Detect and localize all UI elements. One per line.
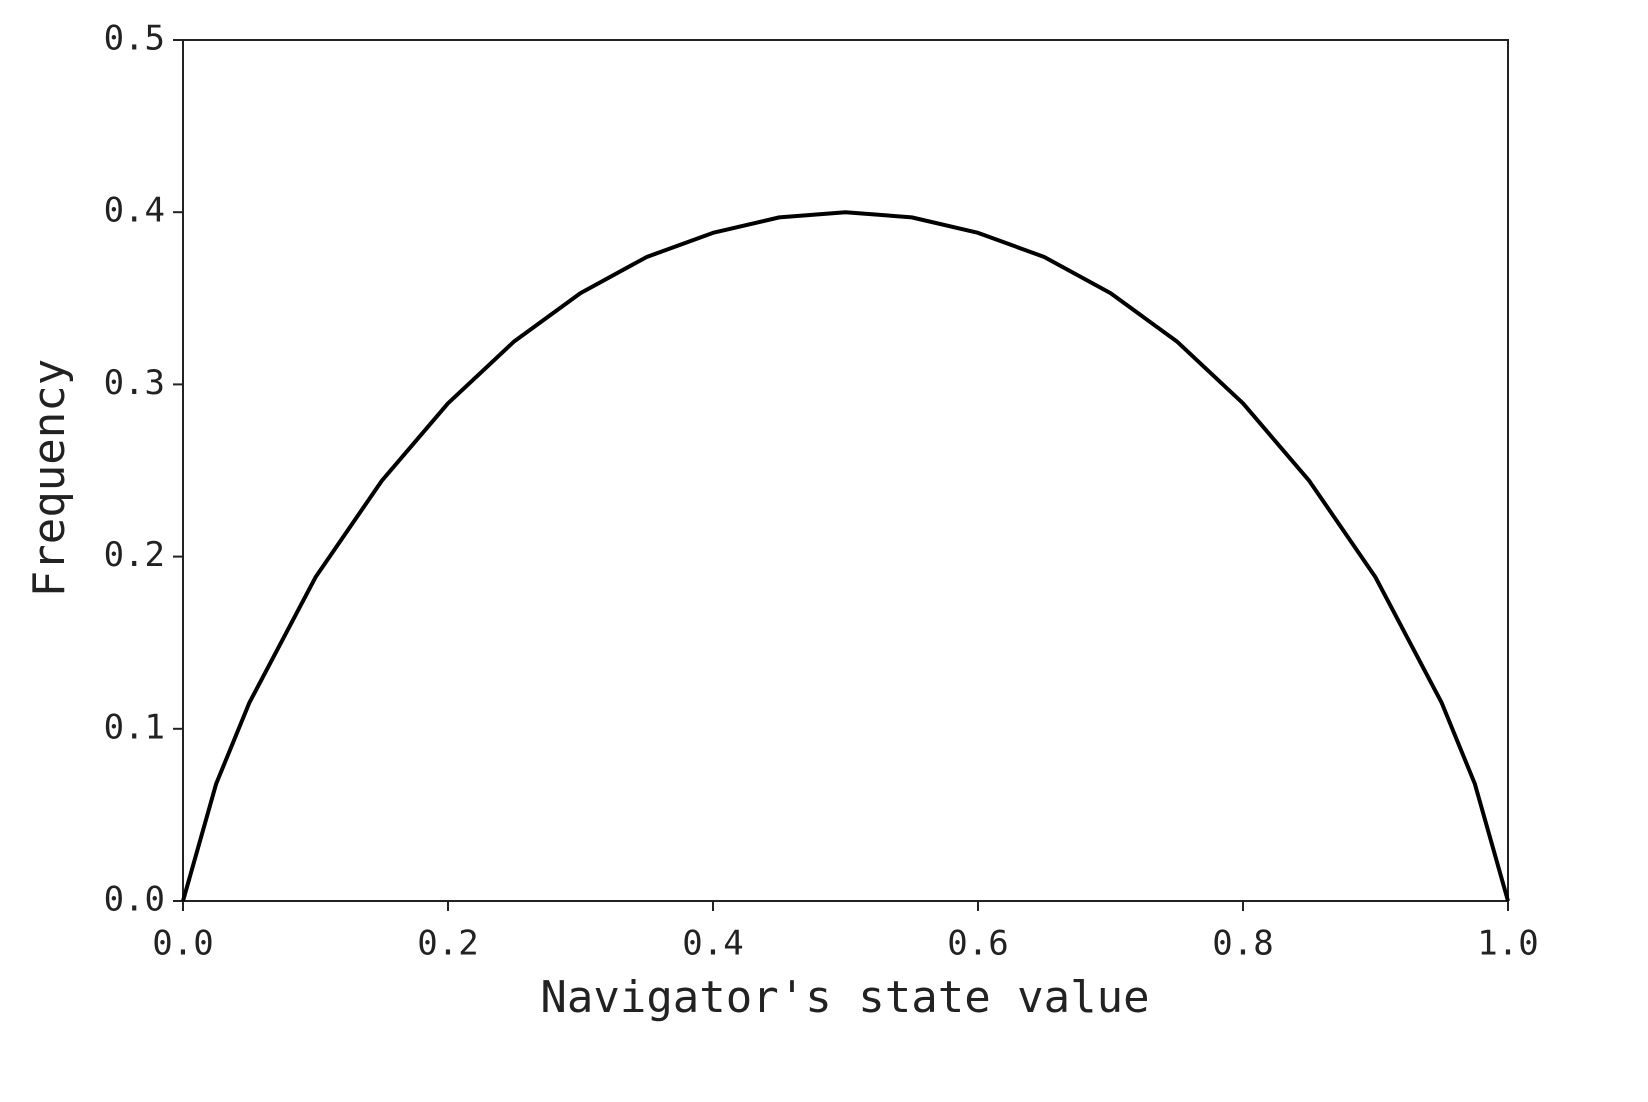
y-tick-label: 0.0 bbox=[104, 880, 165, 920]
y-axis-label: Frequency bbox=[24, 359, 75, 597]
line-series bbox=[181, 210, 1510, 902]
x-tick-label: 0.8 bbox=[1212, 924, 1273, 964]
x-tick-label: 1.0 bbox=[1477, 924, 1538, 964]
y-tick-label: 0.1 bbox=[104, 707, 165, 747]
y-tick-label: 0.3 bbox=[104, 363, 165, 403]
y-tick-label: 0.4 bbox=[104, 191, 165, 231]
x-tick-label: 0.2 bbox=[417, 924, 478, 964]
y-tick-label: 0.5 bbox=[104, 19, 165, 59]
plot-frame bbox=[182, 39, 1509, 902]
x-tick-label: 0.0 bbox=[152, 924, 213, 964]
x-tick-label: 0.6 bbox=[947, 924, 1008, 964]
x-axis-label: Navigator's state value bbox=[540, 972, 1149, 1023]
y-tick-label: 0.2 bbox=[104, 535, 165, 575]
x-tick-label: 0.4 bbox=[682, 924, 743, 964]
